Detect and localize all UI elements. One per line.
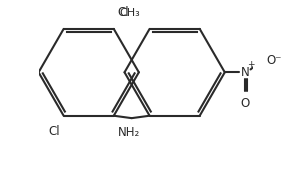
Text: O: O <box>240 97 249 110</box>
Text: Cl: Cl <box>117 6 129 19</box>
Text: NH₂: NH₂ <box>118 126 140 139</box>
Text: N: N <box>240 66 249 79</box>
Text: Cl: Cl <box>48 125 60 138</box>
Text: +: + <box>248 60 255 69</box>
Text: CH₃: CH₃ <box>119 8 140 18</box>
Text: O⁻: O⁻ <box>266 54 282 67</box>
